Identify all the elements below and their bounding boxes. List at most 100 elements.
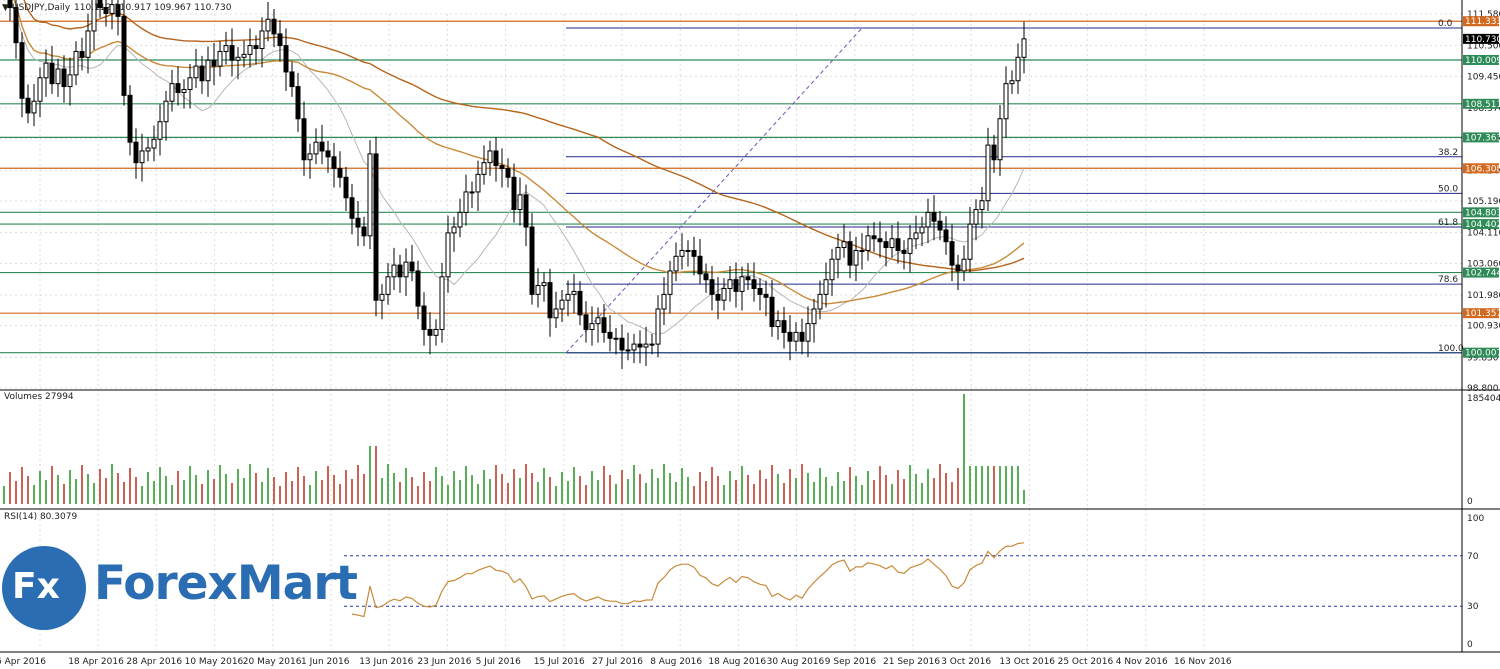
candle-body [529, 226, 535, 295]
candle-body [595, 317, 601, 325]
candle-body [457, 211, 463, 228]
candle-body [337, 168, 343, 178]
time-tick-label: 9 Sep 2016 [825, 657, 877, 667]
fibonacci-trend-line [565, 27, 863, 354]
volume-axis-label: 0 [1467, 497, 1473, 507]
candle-body [961, 258, 967, 272]
candle-body [1009, 80, 1015, 85]
candle-body [19, 42, 25, 99]
candle-body [763, 293, 769, 298]
candle-body [985, 144, 991, 202]
candle-body [493, 150, 499, 167]
candle-body [715, 293, 721, 301]
candle-body [757, 288, 763, 295]
rsi-axis-label: 30 [1467, 602, 1479, 612]
time-tick-label: 13 Oct 2016 [999, 657, 1055, 667]
candle-body [31, 100, 37, 114]
fx-logo-icon [2, 546, 86, 630]
time-tick-label: 25 Oct 2016 [1058, 657, 1114, 667]
chart-menu-icon[interactable]: ▼ [2, 3, 9, 13]
price-level-box [1463, 207, 1499, 218]
candle-body [901, 249, 907, 254]
brand-name: ForexMart [94, 556, 358, 611]
candle-body [97, 0, 103, 9]
candle-body [505, 168, 511, 178]
candle-body [949, 241, 955, 266]
candle-body [289, 71, 295, 88]
candle-body [67, 74, 73, 88]
candle-body [769, 296, 775, 328]
candle-body [865, 235, 871, 251]
candle-body [7, 0, 13, 9]
time-tick-label: 5 Jul 2016 [476, 657, 521, 667]
candle-body [697, 255, 703, 275]
candle-body [343, 176, 349, 199]
price-tick-label: 111.580 [1467, 10, 1500, 20]
candle-body [217, 50, 223, 67]
candle-body [667, 270, 673, 295]
candle-body [61, 68, 67, 88]
candle-body [805, 323, 811, 342]
candle-body [145, 147, 151, 152]
candle-body [481, 162, 487, 175]
candle-body [469, 191, 475, 194]
candle-body [649, 343, 655, 346]
candle-body [547, 282, 553, 319]
candle-body [325, 150, 331, 158]
candle-body [841, 241, 847, 249]
chart-ohlc-values: 110.112 110.917 109.967 110.730 [74, 3, 232, 13]
price-level-label: 106.308 [1465, 164, 1500, 174]
candle-body [463, 191, 469, 213]
candle-body [511, 176, 517, 210]
candle-body [301, 118, 307, 161]
candle-body [685, 249, 691, 252]
price-tick-label: 103.060 [1467, 259, 1500, 269]
candle-body [811, 308, 817, 325]
candle-body [445, 232, 451, 278]
candle-body [931, 211, 937, 222]
candle-body [271, 18, 277, 35]
price-level-label: 107.363 [1465, 133, 1500, 143]
price-level-label: 104.803 [1465, 208, 1500, 218]
candle-body [613, 337, 619, 340]
price-tick-label: 105.190 [1467, 197, 1500, 207]
candle-body [523, 194, 529, 228]
candle-body [955, 264, 961, 272]
candle-body [313, 141, 319, 155]
fibonacci-level-label: 38.2 [1438, 148, 1458, 158]
candle-body [925, 211, 931, 228]
moving-average-line [23, 0, 1025, 272]
candle-body [859, 249, 865, 252]
candle-body [85, 30, 91, 58]
candle-body [787, 331, 793, 342]
candle-body [139, 150, 145, 164]
time-tick-label: 4 Nov 2016 [1116, 657, 1168, 667]
candle-body [331, 156, 337, 170]
candle-body [889, 238, 895, 249]
candle-body [499, 165, 505, 170]
candle-body [571, 290, 577, 295]
candle-body [451, 226, 457, 234]
candle-body [553, 308, 559, 319]
time-tick-label: 18 Aug 2016 [708, 657, 766, 667]
candle-body [607, 331, 613, 339]
candle-body [415, 270, 421, 307]
time-tick-label: 21 Sep 2016 [883, 657, 940, 667]
candle-body [565, 293, 571, 301]
volume-bars [3, 394, 1025, 504]
candle-body [853, 249, 859, 266]
candle-body [919, 226, 925, 234]
horizontal-levels [0, 20, 1462, 354]
candle-body [847, 241, 853, 266]
candle-body [193, 65, 199, 79]
candle-body [115, 4, 121, 17]
candle-body [583, 314, 589, 330]
candle-body [799, 331, 805, 342]
candle-body [163, 100, 169, 123]
candle-body [817, 293, 823, 310]
candle-body [907, 238, 913, 254]
rsi-axis-label: 0 [1467, 640, 1473, 650]
candle-body [601, 317, 607, 333]
candle-body [253, 45, 259, 50]
